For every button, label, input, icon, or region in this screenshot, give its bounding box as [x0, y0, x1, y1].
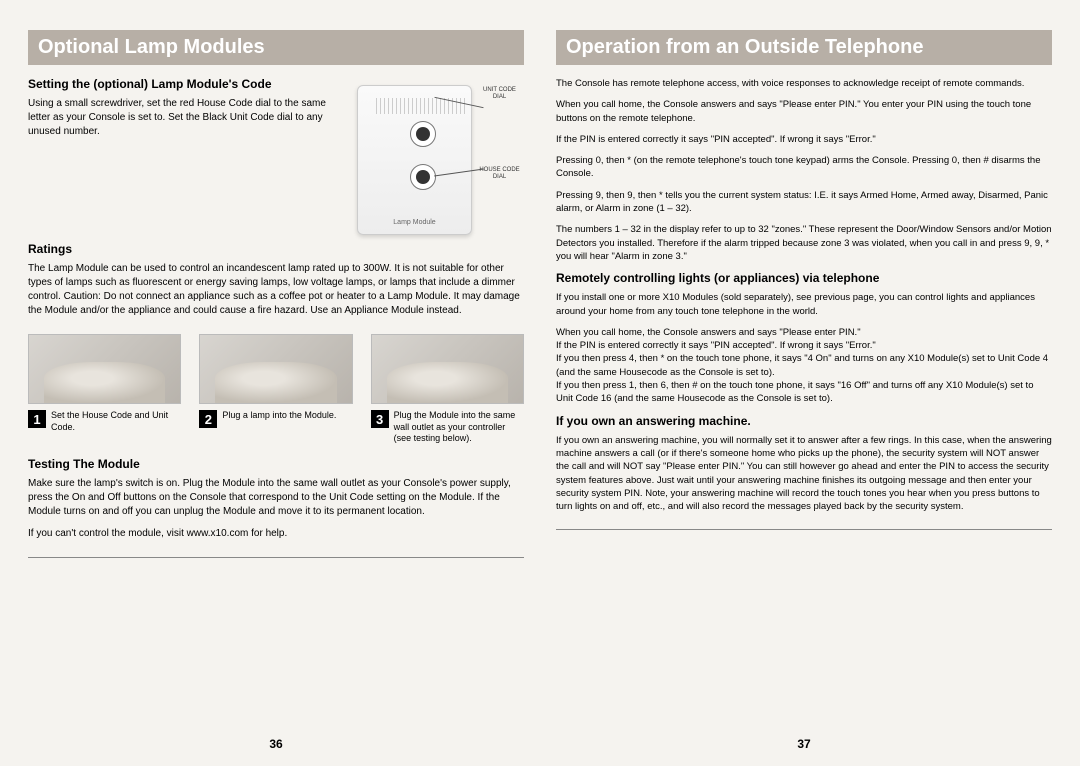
- divider-right: [556, 529, 1052, 530]
- right-page: Operation from an Outside Telephone The …: [556, 30, 1052, 751]
- unit-code-callout: UNIT CODE DIAL: [477, 87, 522, 100]
- step-2: 2 Plug a lamp into the Module.: [199, 334, 352, 445]
- am-title: If you own an answering machine.: [556, 414, 1052, 428]
- r-p3: If the PIN is entered correctly it says …: [556, 133, 1052, 146]
- page-num-right: 37: [556, 737, 1052, 751]
- steps-row: 1 Set the House Code and Unit Code. 2 Pl…: [28, 334, 524, 445]
- house-code-dial: [410, 164, 436, 190]
- testing-title: Testing The Module: [28, 457, 524, 471]
- step-3-text: Plug the Module into the same wall outle…: [394, 410, 524, 445]
- setting-body: Using a small screwdriver, set the red H…: [28, 97, 337, 139]
- step-1-text: Set the House Code and Unit Code.: [51, 410, 181, 433]
- step-2-num: 2: [199, 410, 217, 428]
- testing-body-2: If you can't control the module, visit w…: [28, 527, 524, 541]
- step-3-image: [371, 334, 524, 404]
- left-page: Optional Lamp Modules Setting the (optio…: [28, 30, 524, 751]
- step-3: 3 Plug the Module into the same wall out…: [371, 334, 524, 445]
- ratings-body: The Lamp Module can be used to control a…: [28, 262, 524, 318]
- r-p9: If you own an answering machine, you wil…: [556, 434, 1052, 514]
- step-2-image: [199, 334, 352, 404]
- step-2-text: Plug a lamp into the Module.: [222, 410, 336, 422]
- setting-section: Setting the (optional) Lamp Module's Cod…: [28, 77, 337, 242]
- right-banner: Operation from an Outside Telephone: [556, 30, 1052, 65]
- r-p6: The numbers 1 – 32 in the display refer …: [556, 223, 1052, 263]
- page-num-left: 36: [28, 737, 524, 751]
- module-box: Lamp Module: [357, 85, 472, 235]
- lamp-module-diagram: Lamp Module UNIT CODE DIAL HOUSE CODE DI…: [349, 77, 524, 242]
- step-1-image: [28, 334, 181, 404]
- r-p2: When you call home, the Console answers …: [556, 98, 1052, 125]
- step-1-num: 1: [28, 410, 46, 428]
- top-block: Setting the (optional) Lamp Module's Cod…: [28, 77, 524, 242]
- testing-body-1: Make sure the lamp's switch is on. Plug …: [28, 477, 524, 519]
- module-label: Lamp Module: [358, 219, 471, 226]
- left-banner: Optional Lamp Modules: [28, 30, 524, 65]
- step-1: 1 Set the House Code and Unit Code.: [28, 334, 181, 445]
- r-p5: Pressing 9, then 9, then * tells you the…: [556, 189, 1052, 216]
- ratings-title: Ratings: [28, 242, 524, 256]
- setting-title: Setting the (optional) Lamp Module's Cod…: [28, 77, 337, 91]
- r-p4: Pressing 0, then * (on the remote teleph…: [556, 154, 1052, 181]
- r-p8: When you call home, the Console answers …: [556, 326, 1052, 406]
- remote-title: Remotely controlling lights (or applianc…: [556, 271, 1052, 285]
- r-p7: If you install one or more X10 Modules (…: [556, 291, 1052, 318]
- unit-code-dial: [410, 121, 436, 147]
- r-p1: The Console has remote telephone access,…: [556, 77, 1052, 90]
- step-3-num: 3: [371, 410, 389, 428]
- divider-left: [28, 557, 524, 558]
